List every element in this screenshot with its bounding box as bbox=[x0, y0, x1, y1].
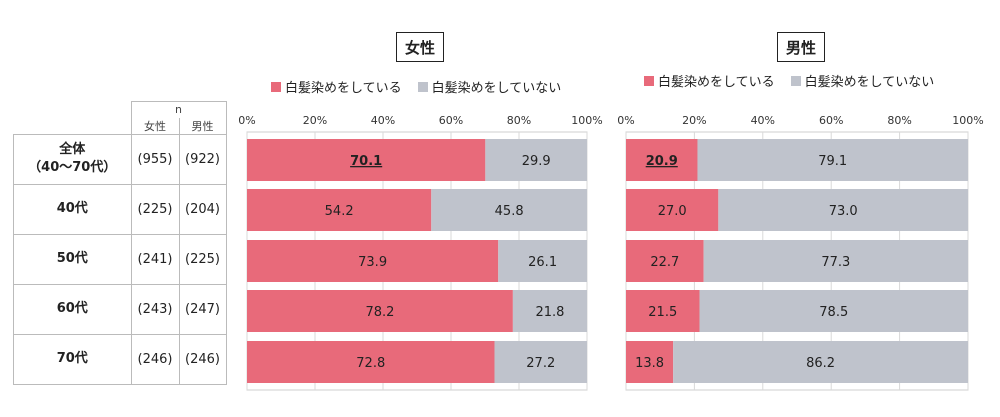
male-chart-title: 男性 bbox=[777, 32, 825, 62]
male-bar-dyed bbox=[626, 240, 704, 282]
row-label: 60代 bbox=[13, 283, 132, 335]
n-male: (225) bbox=[178, 233, 227, 285]
female-tick-label: 60% bbox=[439, 114, 463, 127]
legend-label-dyed: 白髪染めをしている bbox=[658, 75, 775, 90]
female-bar-dyed bbox=[247, 290, 513, 332]
female-bar-not-dyed bbox=[431, 189, 587, 231]
female-data-label: 78.2 bbox=[365, 305, 394, 320]
n-header-label: n bbox=[175, 103, 182, 117]
male-tick-label: 20% bbox=[682, 114, 706, 127]
row-label-line1: 全体 bbox=[59, 142, 86, 157]
male-bar-not-dyed bbox=[697, 139, 968, 181]
n-header: n bbox=[130, 101, 227, 118]
n-male: (246) bbox=[178, 333, 227, 385]
male-tick-label: 60% bbox=[819, 114, 843, 127]
male-data-label: 27.0 bbox=[658, 204, 687, 219]
table-row: 全体 （40～70代） (955) (922) bbox=[13, 133, 227, 185]
n-female: (243) bbox=[130, 283, 180, 335]
male-bar-dyed bbox=[626, 290, 700, 332]
female-legend: 白髪染めをしている 白髪染めをしていない bbox=[271, 77, 577, 96]
female-bar-not-dyed bbox=[485, 139, 587, 181]
female-data-label: 21.8 bbox=[535, 305, 564, 320]
female-tick-label: 100% bbox=[571, 114, 602, 127]
male-tick-label: 40% bbox=[751, 114, 775, 127]
female-bar-dyed bbox=[247, 189, 432, 231]
table-row: 70代 (246) (246) bbox=[13, 333, 227, 385]
row-label-line2: （40～70代） bbox=[28, 160, 117, 175]
female-tick-label: 40% bbox=[371, 114, 395, 127]
col-female-header: 女性 bbox=[130, 117, 180, 135]
male-data-label: 86.2 bbox=[806, 356, 835, 371]
legend-item-not-dyed: 白髪染めをしていない bbox=[790, 71, 935, 90]
female-chart-title: 女性 bbox=[396, 32, 444, 62]
n-male: (922) bbox=[178, 133, 227, 185]
col-male-header: 男性 bbox=[178, 117, 227, 135]
male-data-label: 79.1 bbox=[818, 154, 847, 169]
legend-item-not-dyed: 白髪染めをしていない bbox=[417, 77, 562, 96]
col-male-label: 男性 bbox=[191, 119, 214, 133]
male-data-label: 77.3 bbox=[821, 255, 850, 270]
legend-swatch-not-dyed bbox=[790, 75, 801, 86]
male-data-label: 21.5 bbox=[648, 305, 677, 320]
male-tick-label: 0% bbox=[617, 114, 634, 127]
female-bar-dyed bbox=[247, 240, 499, 282]
n-female: (225) bbox=[130, 183, 180, 235]
male-data-label: 22.7 bbox=[650, 255, 679, 270]
female-bar-dyed bbox=[247, 341, 495, 383]
col-female-label: 女性 bbox=[144, 119, 166, 133]
male-bar-dyed bbox=[626, 341, 674, 383]
legend-swatch-not-dyed bbox=[417, 81, 428, 92]
sample-size-table: n 女性 男性 全体 （40～70代） (955) (922) 40代 (225… bbox=[13, 101, 227, 385]
male-bar-not-dyed bbox=[673, 341, 968, 383]
legend-item-dyed: 白髪染めをしている bbox=[644, 71, 775, 90]
female-bar-not-dyed bbox=[498, 240, 587, 282]
female-tick-label: 20% bbox=[303, 114, 327, 127]
male-data-label: 78.5 bbox=[819, 305, 848, 320]
female-data-label: 72.8 bbox=[356, 356, 385, 371]
female-data-label: 26.1 bbox=[528, 255, 557, 270]
female-data-label: 70.1 bbox=[350, 154, 382, 169]
female-data-label: 45.8 bbox=[495, 204, 524, 219]
male-tick-label: 80% bbox=[887, 114, 911, 127]
legend-item-dyed: 白髪染めをしている bbox=[271, 77, 402, 96]
male-bar-dyed bbox=[626, 189, 719, 231]
male-bar-not-dyed bbox=[718, 189, 968, 231]
n-female: (241) bbox=[130, 233, 180, 285]
male-bar-dyed bbox=[626, 139, 698, 181]
male-data-label: 13.8 bbox=[635, 356, 664, 371]
legend-label-not-dyed: 白髪染めをしていない bbox=[804, 75, 935, 90]
row-label: 70代 bbox=[13, 333, 132, 385]
male-tick-label: 100% bbox=[952, 114, 983, 127]
table-row: 60代 (243) (247) bbox=[13, 283, 227, 335]
female-tick-label: 0% bbox=[238, 114, 255, 127]
male-data-label: 20.9 bbox=[646, 154, 678, 169]
female-tick-label: 80% bbox=[507, 114, 531, 127]
male-data-label: 73.0 bbox=[829, 204, 858, 219]
legend-swatch-dyed bbox=[644, 75, 654, 86]
n-female: (955) bbox=[130, 133, 180, 185]
legend-label-dyed: 白髪染めをしている bbox=[285, 81, 402, 96]
male-legend: 白髪染めをしている 白髪染めをしていない bbox=[644, 71, 950, 90]
n-male: (247) bbox=[178, 283, 227, 335]
legend-swatch-dyed bbox=[271, 81, 281, 92]
female-bar-dyed bbox=[247, 139, 486, 181]
legend-label-not-dyed: 白髪染めをしていない bbox=[431, 81, 562, 96]
female-bar-not-dyed bbox=[494, 341, 587, 383]
male-bar-not-dyed bbox=[699, 290, 968, 332]
female-data-label: 27.2 bbox=[526, 356, 555, 371]
female-data-label: 29.9 bbox=[522, 154, 551, 169]
table-row: 40代 (225) (204) bbox=[13, 183, 227, 235]
female-bar-not-dyed bbox=[512, 290, 587, 332]
female-data-label: 73.9 bbox=[358, 255, 387, 270]
male-bar-not-dyed bbox=[703, 240, 968, 282]
female-data-label: 54.2 bbox=[325, 204, 354, 219]
row-label: 全体 （40～70代） bbox=[13, 133, 132, 185]
